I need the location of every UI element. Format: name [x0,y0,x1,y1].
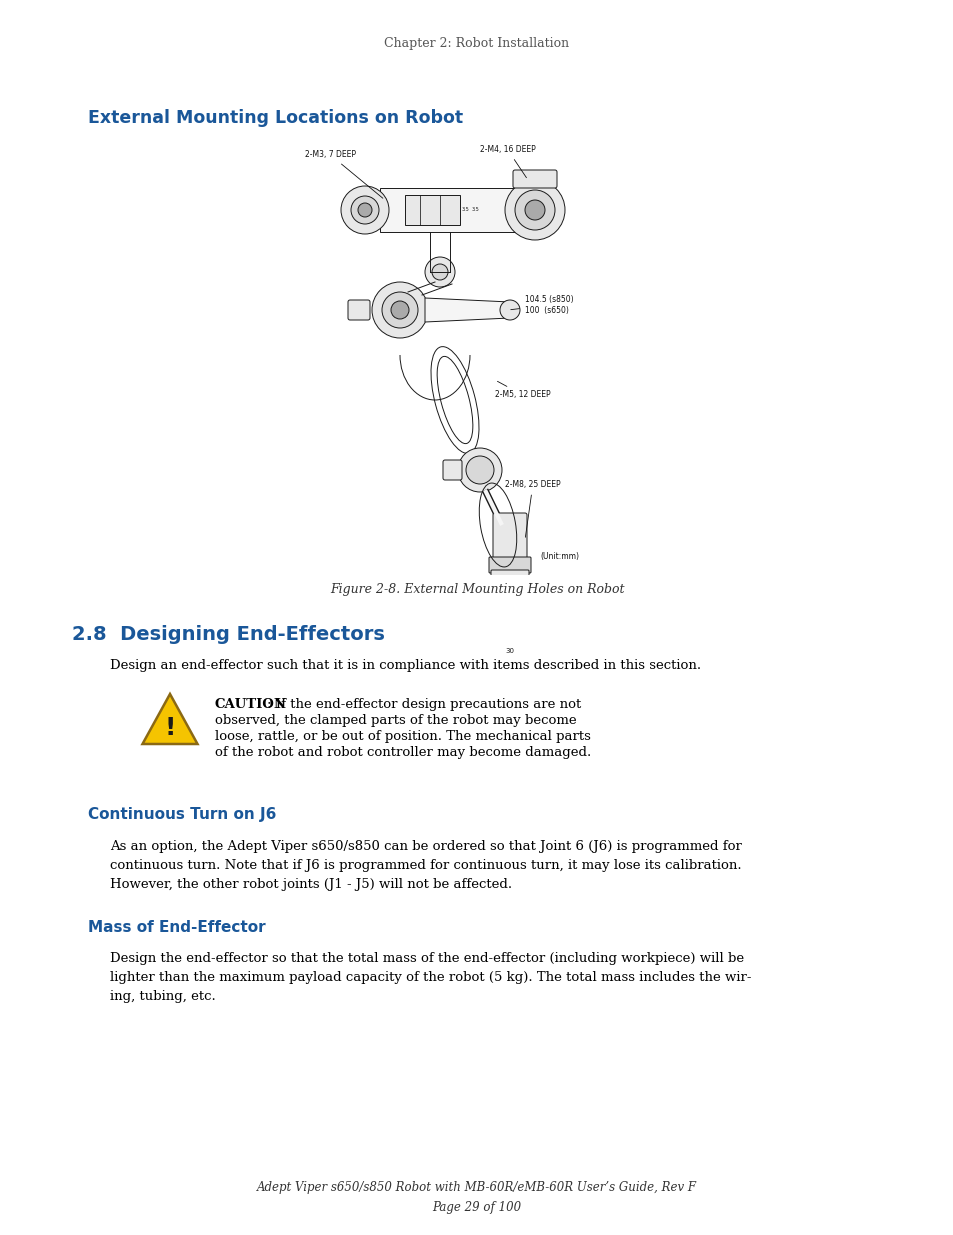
Text: Continuous Turn on J6: Continuous Turn on J6 [88,808,276,823]
Circle shape [391,301,409,319]
Text: Figure 2-8. External Mounting Holes on Robot: Figure 2-8. External Mounting Holes on R… [330,583,623,597]
Text: 104.5 (s850)
100  (s650): 104.5 (s850) 100 (s650) [510,295,573,315]
Text: External Mounting Locations on Robot: External Mounting Locations on Robot [88,109,462,127]
Bar [379,188,519,232]
Text: observed, the clamped parts of the robot may become: observed, the clamped parts of the robot… [214,714,576,727]
FancyBboxPatch shape [513,170,557,188]
Text: 2-M5, 12 DEEP: 2-M5, 12 DEEP [495,382,550,399]
Text: 2-M4, 16 DEEP: 2-M4, 16 DEEP [479,146,536,178]
Text: 3.5: 3.5 [460,207,468,212]
Text: 2-M8, 25 DEEP: 2-M8, 25 DEEP [504,480,560,537]
Text: 2.8  Designing End-Effectors: 2.8 Designing End-Effectors [71,625,384,645]
Circle shape [457,448,501,492]
FancyBboxPatch shape [493,513,526,562]
Circle shape [340,186,389,233]
FancyBboxPatch shape [500,603,518,622]
Circle shape [504,180,564,240]
Text: 2-M3, 7 DEEP: 2-M3, 7 DEEP [305,151,382,199]
Circle shape [357,203,372,217]
Circle shape [465,456,494,484]
Circle shape [372,282,428,338]
Text: of the robot and robot controller may become damaged.: of the robot and robot controller may be… [214,746,591,760]
Circle shape [424,257,455,287]
Text: 30: 30 [505,648,514,655]
Text: : If the end-effector design precautions are not: : If the end-effector design precautions… [267,698,580,711]
Text: loose, rattle, or be out of position. The mechanical parts: loose, rattle, or be out of position. Th… [214,730,590,743]
Text: Design an end-effector such that it is in compliance with items described in thi: Design an end-effector such that it is i… [110,658,700,672]
Text: Mass of End-Effector: Mass of End-Effector [88,920,265,935]
Circle shape [524,200,544,220]
Polygon shape [142,694,197,743]
Text: Design the end-effector so that the total mass of the end-effector (including wo: Design the end-effector so that the tota… [110,952,751,1003]
Bar [405,195,459,225]
FancyBboxPatch shape [442,459,461,480]
Text: Chapter 2: Robot Installation: Chapter 2: Robot Installation [384,37,569,51]
FancyBboxPatch shape [489,557,531,573]
Text: (Unit:mm): (Unit:mm) [539,552,578,562]
Polygon shape [424,298,510,322]
Text: CAUTION: CAUTION [214,698,287,711]
Text: Adept Viper s650/s850 Robot with MB-60R/eMB-60R User’s Guide, Rev F: Adept Viper s650/s850 Robot with MB-60R/… [256,1182,697,1194]
Text: !: ! [164,716,175,740]
FancyBboxPatch shape [348,300,370,320]
Circle shape [381,291,417,329]
Text: Page 29 of 100: Page 29 of 100 [432,1200,521,1214]
Circle shape [504,625,515,635]
Circle shape [499,300,519,320]
Text: 3.5: 3.5 [471,207,478,212]
Circle shape [351,196,378,224]
FancyBboxPatch shape [491,571,529,606]
Circle shape [432,264,448,280]
Circle shape [515,190,555,230]
Text: As an option, the Adept Viper s650/s850 can be ordered so that Joint 6 (J6) is p: As an option, the Adept Viper s650/s850 … [110,840,741,890]
